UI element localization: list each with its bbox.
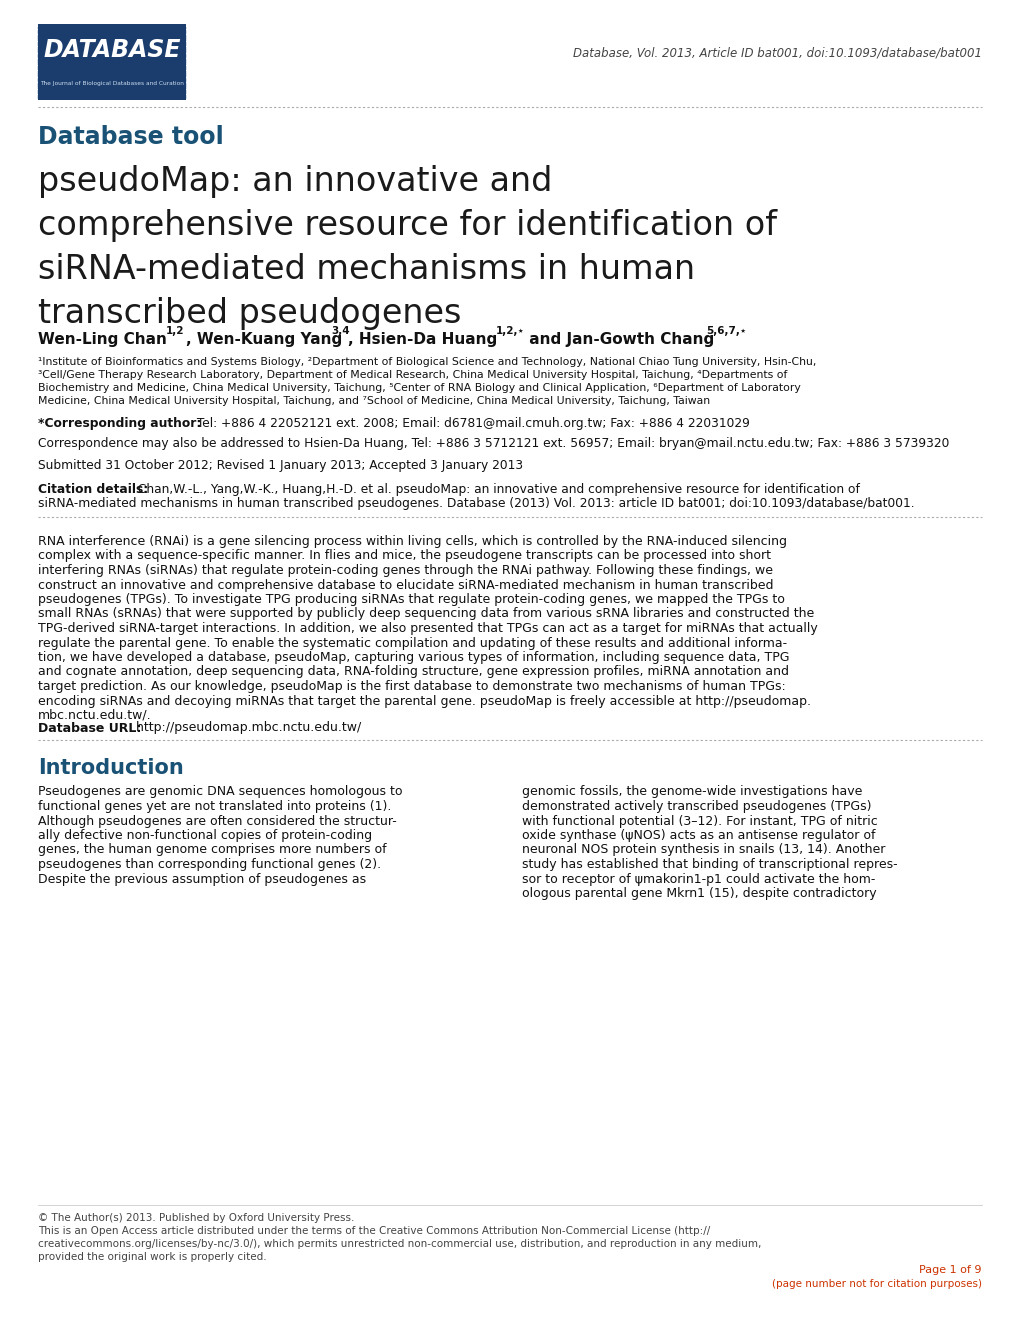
- Text: Biochemistry and Medicine, China Medical University, Taichung, ⁵Center of RNA Bi: Biochemistry and Medicine, China Medical…: [38, 383, 800, 392]
- Text: Introduction: Introduction: [38, 757, 183, 777]
- Text: ¹Institute of Bioinformatics and Systems Biology, ²Department of Biological Scie: ¹Institute of Bioinformatics and Systems…: [38, 357, 815, 367]
- Text: Page 1 of 9: Page 1 of 9: [918, 1266, 981, 1275]
- Text: and Jan-Gowth Chang: and Jan-Gowth Chang: [524, 332, 713, 346]
- Text: siRNA-mediated mechanisms in human transcribed pseudogenes. Database (2013) Vol.: siRNA-mediated mechanisms in human trans…: [38, 497, 914, 510]
- Text: , Hsien-Da Huang: , Hsien-Da Huang: [347, 332, 497, 346]
- Text: 3,4: 3,4: [331, 327, 350, 336]
- Text: complex with a sequence-specific manner. In flies and mice, the pseudogene trans: complex with a sequence-specific manner.…: [38, 549, 770, 562]
- Text: target prediction. As our knowledge, pseudoMap is the first database to demonstr: target prediction. As our knowledge, pse…: [38, 680, 785, 693]
- Text: Although pseudogenes are often considered the structur-: Although pseudogenes are often considere…: [38, 814, 396, 827]
- Text: genes, the human genome comprises more numbers of: genes, the human genome comprises more n…: [38, 843, 386, 856]
- Text: pseudogenes than corresponding functional genes (2).: pseudogenes than corresponding functiona…: [38, 857, 381, 871]
- Text: pseudoMap: an innovative and: pseudoMap: an innovative and: [38, 165, 552, 198]
- Text: Wen-Ling Chan: Wen-Ling Chan: [38, 332, 167, 346]
- Text: mbc.nctu.edu.tw/.: mbc.nctu.edu.tw/.: [38, 709, 152, 722]
- Text: *Corresponding author:: *Corresponding author:: [38, 417, 201, 429]
- Text: Submitted 31 October 2012; Revised 1 January 2013; Accepted 3 January 2013: Submitted 31 October 2012; Revised 1 Jan…: [38, 460, 523, 471]
- Text: Database, Vol. 2013, Article ID bat001, doi:10.1093/database/bat001: Database, Vol. 2013, Article ID bat001, …: [573, 47, 981, 61]
- Text: creativecommons.org/licenses/by-nc/3.0/), which permits unrestricted non-commerc: creativecommons.org/licenses/by-nc/3.0/)…: [38, 1239, 760, 1249]
- Text: 1,2,⋆: 1,2,⋆: [495, 327, 525, 336]
- Text: encoding siRNAs and decoying miRNAs that target the parental gene. pseudoMap is : encoding siRNAs and decoying miRNAs that…: [38, 694, 810, 707]
- Text: Pseudogenes are genomic DNA sequences homologous to: Pseudogenes are genomic DNA sequences ho…: [38, 785, 403, 798]
- Text: functional genes yet are not translated into proteins (1).: functional genes yet are not translated …: [38, 799, 391, 813]
- Text: DATABASE: DATABASE: [43, 38, 180, 62]
- Text: 1,2: 1,2: [166, 327, 184, 336]
- Text: comprehensive resource for identification of: comprehensive resource for identificatio…: [38, 209, 776, 242]
- Text: ally defective non-functional copies of protein-coding: ally defective non-functional copies of …: [38, 828, 372, 842]
- Text: http://pseudomap.mbc.nctu.edu.tw/: http://pseudomap.mbc.nctu.edu.tw/: [131, 722, 361, 735]
- Text: construct an innovative and comprehensive database to elucidate siRNA-mediated m: construct an innovative and comprehensiv…: [38, 578, 772, 591]
- Text: TPG-derived siRNA-target interactions. In addition, we also presented that TPGs : TPG-derived siRNA-target interactions. I…: [38, 622, 817, 635]
- Text: transcribed pseudogenes: transcribed pseudogenes: [38, 298, 461, 331]
- Text: ologous parental gene Mkrn1 (15), despite contradictory: ologous parental gene Mkrn1 (15), despit…: [522, 888, 875, 900]
- Text: , Wen-Kuang Yang: , Wen-Kuang Yang: [185, 332, 342, 346]
- Text: genomic fossils, the genome-wide investigations have: genomic fossils, the genome-wide investi…: [522, 785, 861, 798]
- Text: study has established that binding of transcriptional repres-: study has established that binding of tr…: [522, 857, 897, 871]
- Text: Citation details:: Citation details:: [38, 483, 148, 497]
- Text: (page number not for citation purposes): (page number not for citation purposes): [771, 1279, 981, 1289]
- Text: Database tool: Database tool: [38, 125, 223, 149]
- Text: siRNA-mediated mechanisms in human: siRNA-mediated mechanisms in human: [38, 253, 694, 286]
- Text: interfering RNAs (siRNAs) that regulate protein-coding genes through the RNAi pa: interfering RNAs (siRNAs) that regulate …: [38, 564, 772, 577]
- Text: and cognate annotation, deep sequencing data, RNA-folding structure, gene expres: and cognate annotation, deep sequencing …: [38, 665, 789, 678]
- Text: The Journal of Biological Databases and Curation: The Journal of Biological Databases and …: [40, 82, 183, 86]
- Text: regulate the parental gene. To enable the systematic compilation and updating of: regulate the parental gene. To enable th…: [38, 636, 787, 649]
- Text: pseudogenes (TPGs). To investigate TPG producing siRNAs that regulate protein-co: pseudogenes (TPGs). To investigate TPG p…: [38, 593, 784, 606]
- Text: Tel: +886 4 22052121 ext. 2008; Email: d6781@mail.cmuh.org.tw; Fax: +886 4 22031: Tel: +886 4 22052121 ext. 2008; Email: d…: [193, 417, 749, 429]
- Text: 5,6,7,⋆: 5,6,7,⋆: [705, 327, 746, 336]
- Text: ³Cell/Gene Therapy Research Laboratory, Department of Medical Research, China Me: ³Cell/Gene Therapy Research Laboratory, …: [38, 370, 787, 381]
- Text: Chan,W.-L., Yang,W.-K., Huang,H.-D. et al. pseudoMap: an innovative and comprehe: Chan,W.-L., Yang,W.-K., Huang,H.-D. et a…: [133, 483, 859, 497]
- Text: Despite the previous assumption of pseudogenes as: Despite the previous assumption of pseud…: [38, 872, 366, 885]
- Text: Correspondence may also be addressed to Hsien-Da Huang, Tel: +886 3 5712121 ext.: Correspondence may also be addressed to …: [38, 437, 949, 450]
- Text: small RNAs (sRNAs) that were supported by publicly deep sequencing data from var: small RNAs (sRNAs) that were supported b…: [38, 607, 813, 620]
- Text: with functional potential (3–12). For instant, TPG of nitric: with functional potential (3–12). For in…: [522, 814, 877, 827]
- Text: This is an Open Access article distributed under the terms of the Creative Commo: This is an Open Access article distribut…: [38, 1226, 709, 1235]
- Text: tion, we have developed a database, pseudoMap, capturing various types of inform: tion, we have developed a database, pseu…: [38, 651, 789, 664]
- Text: Medicine, China Medical University Hospital, Taichung, and ⁷School of Medicine, : Medicine, China Medical University Hospi…: [38, 396, 709, 406]
- Text: neuronal NOS protein synthesis in snails (13, 14). Another: neuronal NOS protein synthesis in snails…: [522, 843, 884, 856]
- Text: oxide synthase (ψNOS) acts as an antisense regulator of: oxide synthase (ψNOS) acts as an antisen…: [522, 828, 874, 842]
- Text: RNA interference (RNAi) is a gene silencing process within living cells, which i: RNA interference (RNAi) is a gene silenc…: [38, 535, 787, 548]
- Text: demonstrated actively transcribed pseudogenes (TPGs): demonstrated actively transcribed pseudo…: [522, 799, 870, 813]
- FancyBboxPatch shape: [38, 24, 185, 100]
- Text: sor to receptor of ψmakorin1-p1 could activate the hom-: sor to receptor of ψmakorin1-p1 could ac…: [522, 872, 874, 885]
- Text: provided the original work is properly cited.: provided the original work is properly c…: [38, 1252, 266, 1262]
- Text: Database URL:: Database URL:: [38, 722, 142, 735]
- Text: © The Author(s) 2013. Published by Oxford University Press.: © The Author(s) 2013. Published by Oxfor…: [38, 1213, 354, 1223]
